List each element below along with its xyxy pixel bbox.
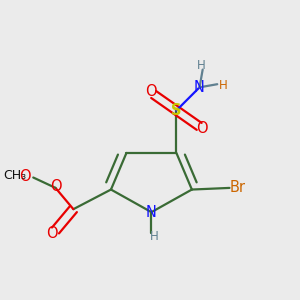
Text: O: O: [19, 169, 31, 184]
Text: O: O: [46, 226, 58, 241]
Text: N: N: [146, 205, 157, 220]
Text: O: O: [196, 121, 208, 136]
Text: H: H: [219, 79, 227, 92]
Text: Br: Br: [230, 180, 246, 195]
Text: N: N: [194, 80, 205, 95]
Text: O: O: [145, 84, 157, 99]
Text: H: H: [150, 230, 159, 242]
Text: H: H: [197, 59, 206, 72]
Text: CH₃: CH₃: [4, 169, 27, 182]
Text: O: O: [50, 179, 61, 194]
Text: S: S: [171, 103, 182, 118]
